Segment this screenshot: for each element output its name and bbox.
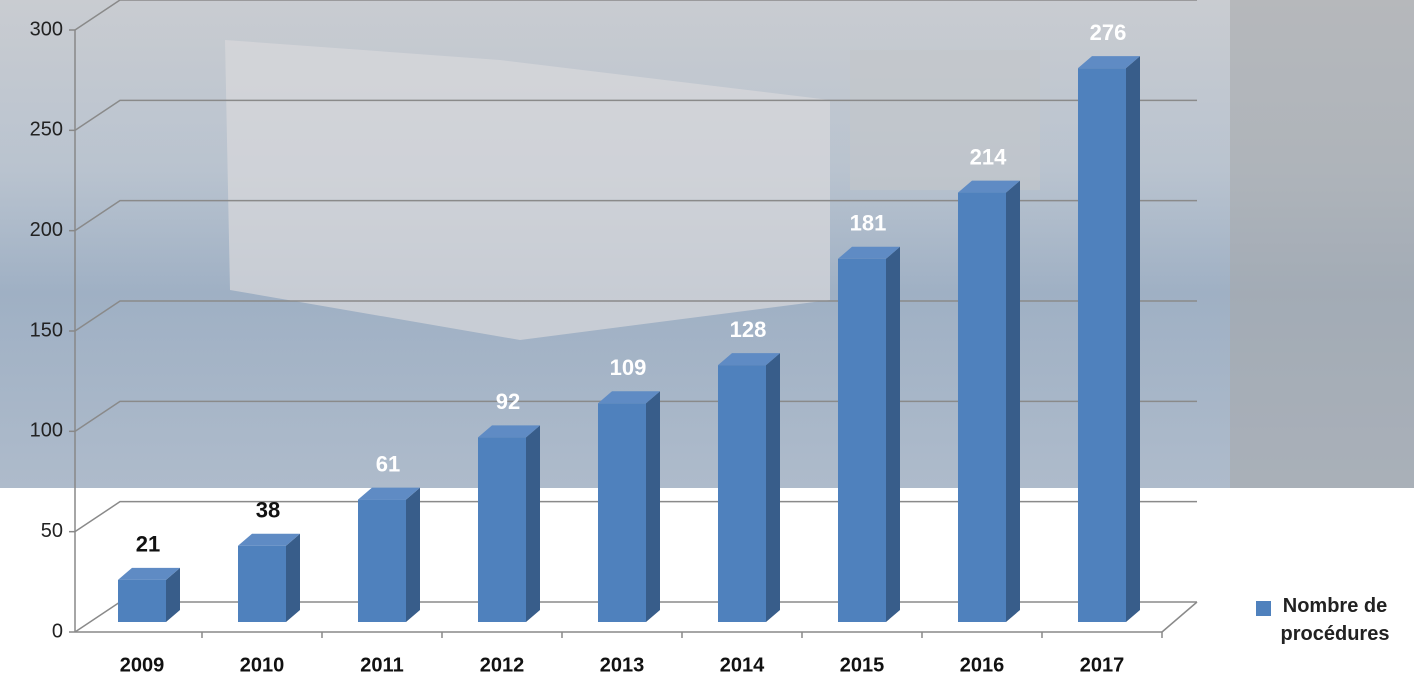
- bar: [118, 580, 166, 622]
- x-tick-label: 2017: [1080, 654, 1125, 676]
- bar: [238, 546, 286, 622]
- y-tick-label: 150: [30, 319, 63, 341]
- data-label: 109: [610, 355, 647, 380]
- data-label: 38: [256, 498, 280, 523]
- bar-side: [1126, 56, 1140, 622]
- x-tick-label: 2015: [840, 654, 885, 676]
- x-tick-label: 2014: [720, 654, 765, 676]
- bar-side: [526, 425, 540, 622]
- bar-side: [286, 534, 300, 622]
- bar-side: [886, 247, 900, 622]
- x-tick-label: 2013: [600, 654, 645, 676]
- y-tick-label: 200: [30, 219, 63, 241]
- bar: [838, 259, 886, 622]
- legend-label: Nombre de procédures: [1270, 592, 1400, 648]
- bar: [478, 437, 526, 622]
- bar-side: [1006, 181, 1020, 622]
- photo-cabinet: [850, 50, 1040, 190]
- bar-side: [766, 353, 780, 622]
- chart: 0 50 100 150 200 250 300 2009 21 2010 38 2011 61 2012…: [0, 0, 1414, 684]
- data-label: 128: [730, 317, 767, 342]
- floor-edge: [1162, 602, 1197, 632]
- bar-side: [646, 391, 660, 622]
- data-label: 276: [1090, 20, 1127, 45]
- bar: [1078, 68, 1126, 622]
- bar: [958, 193, 1006, 622]
- data-label: 181: [850, 211, 887, 236]
- x-tick-label: 2009: [120, 654, 165, 676]
- x-tick-label: 2012: [480, 654, 525, 676]
- bar: [718, 365, 766, 622]
- bar-side: [406, 488, 420, 622]
- photo-door: [1230, 0, 1414, 488]
- y-tick-label: 250: [30, 119, 63, 141]
- x-tick-label: 2010: [240, 654, 285, 676]
- data-label: 92: [496, 389, 520, 414]
- y-tick-label: 0: [52, 620, 63, 642]
- data-label: 61: [376, 451, 400, 476]
- x-tick-label: 2011: [360, 654, 403, 676]
- bar: [358, 500, 406, 622]
- legend-swatch: [1256, 601, 1271, 616]
- y-tick-label: 300: [30, 18, 63, 40]
- data-label: 214: [970, 144, 1007, 169]
- data-label: 21: [136, 532, 160, 557]
- y-tick-label: 100: [30, 420, 63, 442]
- x-tick-label: 2016: [960, 654, 1005, 676]
- bar: [598, 403, 646, 622]
- page: 0 50 100 150 200 250 300 2009 21 2010 38 2011 61 2012…: [0, 0, 1414, 684]
- y-tick-label: 50: [41, 520, 63, 542]
